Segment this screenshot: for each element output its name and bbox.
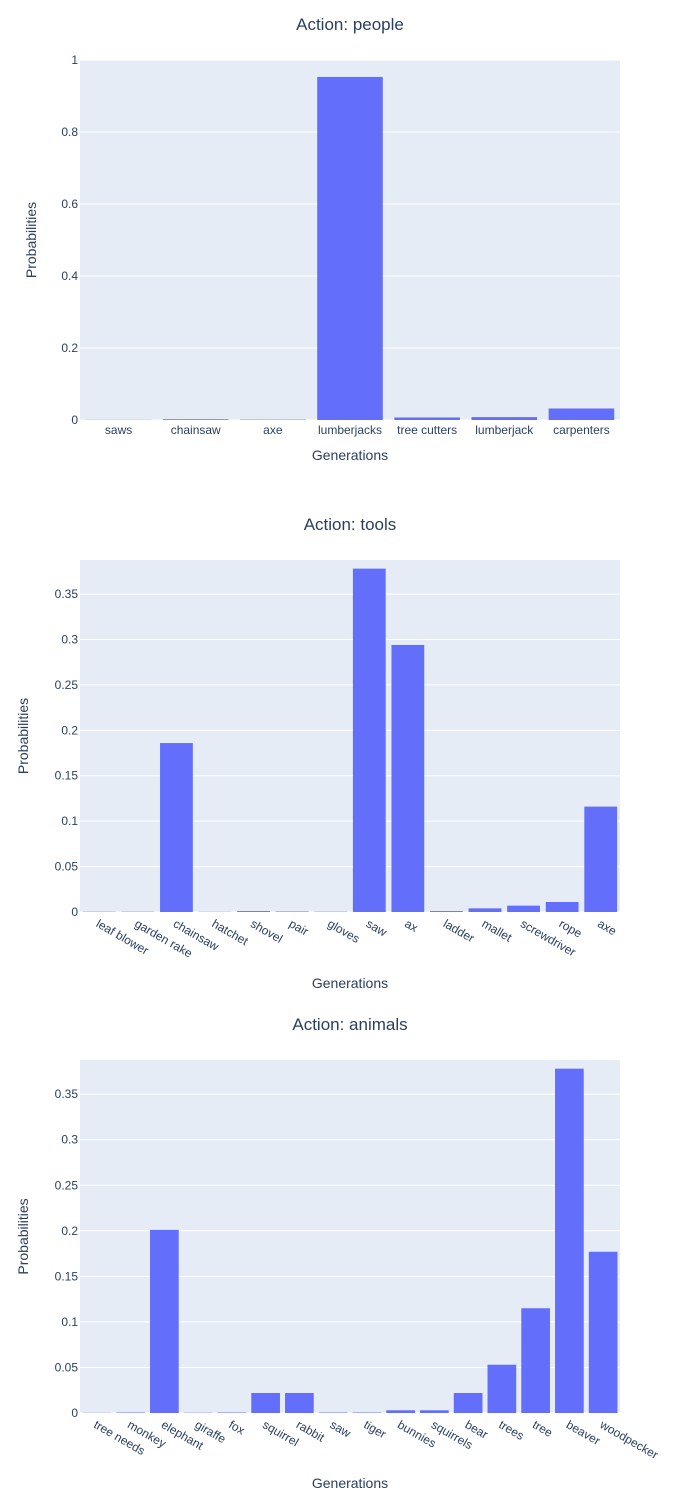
bar-lumberjacks <box>317 76 383 421</box>
y-tick-label: 0.25 <box>55 678 79 692</box>
y-axis-title: Probabilities <box>23 202 39 278</box>
x-tick-label: lumberjacks <box>318 423 382 437</box>
x-tick-label: axe <box>595 916 619 938</box>
bar-elephant <box>150 1229 179 1413</box>
y-tick-label: 0.6 <box>61 197 78 211</box>
y-tick-label: 0.25 <box>55 1178 79 1192</box>
y-tick-label: 0.2 <box>61 341 78 355</box>
x-tick-label: ladder <box>441 916 477 945</box>
y-tick-label: 0.35 <box>55 1087 79 1101</box>
chart-title: Action: tools <box>304 515 397 534</box>
x-tick-label: carpenters <box>553 423 610 437</box>
bar-bunnies <box>386 1410 415 1413</box>
x-axis-title: Generations <box>312 447 388 463</box>
x-tick-label: mallet <box>480 916 515 944</box>
bar-ladder <box>430 911 463 912</box>
x-tick-label: shovel <box>248 916 285 945</box>
y-tick-label: 0 <box>71 413 78 427</box>
x-tick-label: lumberjack <box>475 423 534 437</box>
x-tick-label: pair <box>287 916 311 938</box>
bar-tree <box>521 1308 550 1413</box>
x-axis-title: Generations <box>312 1475 388 1491</box>
y-tick-label: 1 <box>71 53 78 67</box>
bar-chainsaw <box>162 419 229 420</box>
x-tick-label: saws <box>105 423 132 437</box>
bar-squirrels <box>420 1410 449 1413</box>
y-tick-label: 0.8 <box>61 125 78 139</box>
y-tick-label: 0.2 <box>61 723 78 737</box>
bar-chainsaw <box>160 743 193 912</box>
bar-rope <box>545 902 579 912</box>
bar-ax <box>391 644 425 912</box>
y-tick-label: 0.1 <box>61 814 78 828</box>
y-axis-title: Probabilities <box>15 1198 31 1274</box>
x-tick-label: saw <box>328 1417 354 1440</box>
chart-title: Action: people <box>296 15 404 34</box>
y-tick-label: 0.4 <box>61 269 78 283</box>
y-tick-label: 0.1 <box>61 1315 78 1329</box>
x-tick-label: tree <box>530 1417 555 1440</box>
y-tick-label: 0.3 <box>61 1133 78 1147</box>
bar-tree-cutters <box>394 417 460 420</box>
x-tick-label: squirrel <box>260 1417 301 1449</box>
y-tick-label: 0.05 <box>55 1360 79 1374</box>
bar-mallet <box>468 908 502 912</box>
bar-shovel <box>237 911 270 912</box>
y-tick-label: 0 <box>71 1406 78 1420</box>
x-tick-label: ax <box>402 916 420 934</box>
bar-woodpecker <box>588 1251 618 1413</box>
bar-trees <box>487 1364 517 1413</box>
people-chart: 0 0.2 0.4 0.6 0.8 1 saws chainsaw axe lumberjacks… <box>23 15 620 463</box>
x-tick-label: gloves <box>325 916 362 945</box>
bar-carpenters <box>548 408 615 420</box>
y-tick-label: 0.05 <box>55 860 79 874</box>
bar-lumberjack <box>471 417 538 420</box>
y-tick-label: 0.15 <box>55 769 79 783</box>
x-tick-label: tiger <box>361 1417 388 1441</box>
chart-title: Action: animals <box>292 1015 407 1034</box>
x-tick-label: tree cutters <box>397 423 457 437</box>
x-tick-label: fox <box>226 1417 247 1437</box>
y-tick-label: 0 <box>71 905 78 919</box>
x-tick-label: beaver <box>564 1417 603 1447</box>
x-axis-title: Generations <box>312 975 388 991</box>
x-tick-label: axe <box>263 423 283 437</box>
bar-axe <box>584 806 618 912</box>
x-tick-label: saw <box>364 916 390 939</box>
y-tick-label: 0.35 <box>55 587 79 601</box>
bar-saw <box>352 568 386 912</box>
bar-screwdriver <box>507 905 540 912</box>
bar-beaver <box>555 1068 584 1413</box>
bar-rabbit <box>285 1392 314 1413</box>
x-tick-label: chainsaw <box>171 423 221 437</box>
x-tick-label: trees <box>496 1417 526 1442</box>
x-tick-label: woodpecker <box>597 1417 661 1462</box>
y-axis-title: Probabilities <box>15 698 31 774</box>
y-tick-label: 0.3 <box>61 632 78 646</box>
bar-squirrel <box>251 1392 280 1413</box>
bar-bear <box>453 1392 483 1413</box>
y-tick-label: 0.2 <box>61 1224 78 1238</box>
y-tick-label: 0.15 <box>55 1269 79 1283</box>
